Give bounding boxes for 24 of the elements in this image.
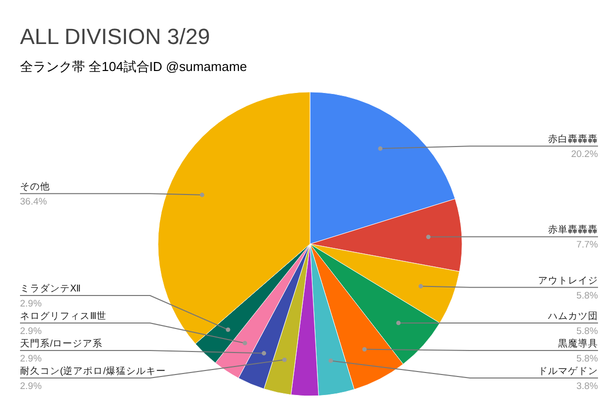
data-label: 3.8% xyxy=(576,381,599,392)
data-label: 36.4% xyxy=(20,196,48,208)
data-label: 5.8% xyxy=(576,290,599,302)
slice-label: アウトレイジ xyxy=(538,275,598,286)
slice-label: ハムカツ団 xyxy=(547,311,598,322)
data-label: 20.2% xyxy=(571,149,599,160)
slice-label: 黒魔導具 xyxy=(558,338,598,350)
slice-label: ドルマゲドン xyxy=(538,366,598,377)
slice-label: ミラダンテⅫ xyxy=(20,282,81,294)
slice-label: 耐久コン(逆アポロ/爆猛シルキー xyxy=(20,365,166,377)
data-label: 2.9% xyxy=(20,381,42,392)
slice-label: ネログリフィスⅢ世 xyxy=(20,310,107,322)
data-label: 5.8% xyxy=(576,326,599,337)
data-label: 2.9% xyxy=(20,354,42,364)
data-label: 2.9% xyxy=(20,298,42,310)
data-label: 7.7% xyxy=(576,240,599,251)
data-label: 2.9% xyxy=(20,326,42,337)
slice-label: 天門系/ロージア系 xyxy=(20,338,103,350)
slice-label: 赤白轟轟轟 xyxy=(548,133,598,146)
slice-label: 赤単轟轟轟 xyxy=(548,224,598,236)
slice-label: その他 xyxy=(20,180,50,193)
chart-subtitle: 全ランク帯 全104試合ID @sumamame xyxy=(20,59,248,74)
data-label: 5.8% xyxy=(576,354,599,364)
chart-title: ALL DIVISION 3/29 xyxy=(20,24,210,49)
